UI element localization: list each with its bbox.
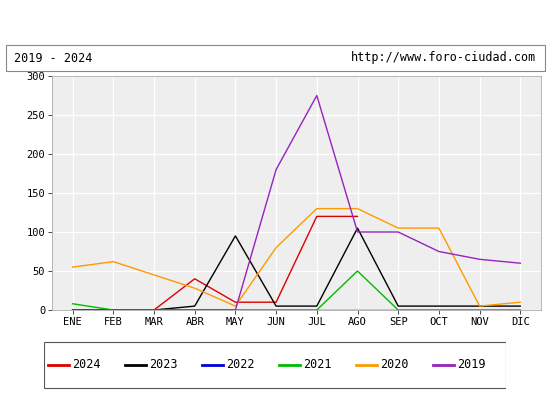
Text: 2021: 2021 bbox=[304, 358, 332, 372]
Text: 2023: 2023 bbox=[150, 358, 178, 372]
Text: 2022: 2022 bbox=[227, 358, 255, 372]
Bar bbox=[6, 44, 544, 72]
Text: 2020: 2020 bbox=[381, 358, 409, 372]
Text: 2019 - 2024: 2019 - 2024 bbox=[14, 52, 92, 64]
Text: 2019: 2019 bbox=[458, 358, 486, 372]
Text: http://www.foro-ciudad.com: http://www.foro-ciudad.com bbox=[351, 52, 536, 64]
Text: Evolucion Nº Turistas Extranjeros en el municipio de La Pera: Evolucion Nº Turistas Extranjeros en el … bbox=[54, 14, 496, 29]
Text: 2024: 2024 bbox=[73, 358, 101, 372]
